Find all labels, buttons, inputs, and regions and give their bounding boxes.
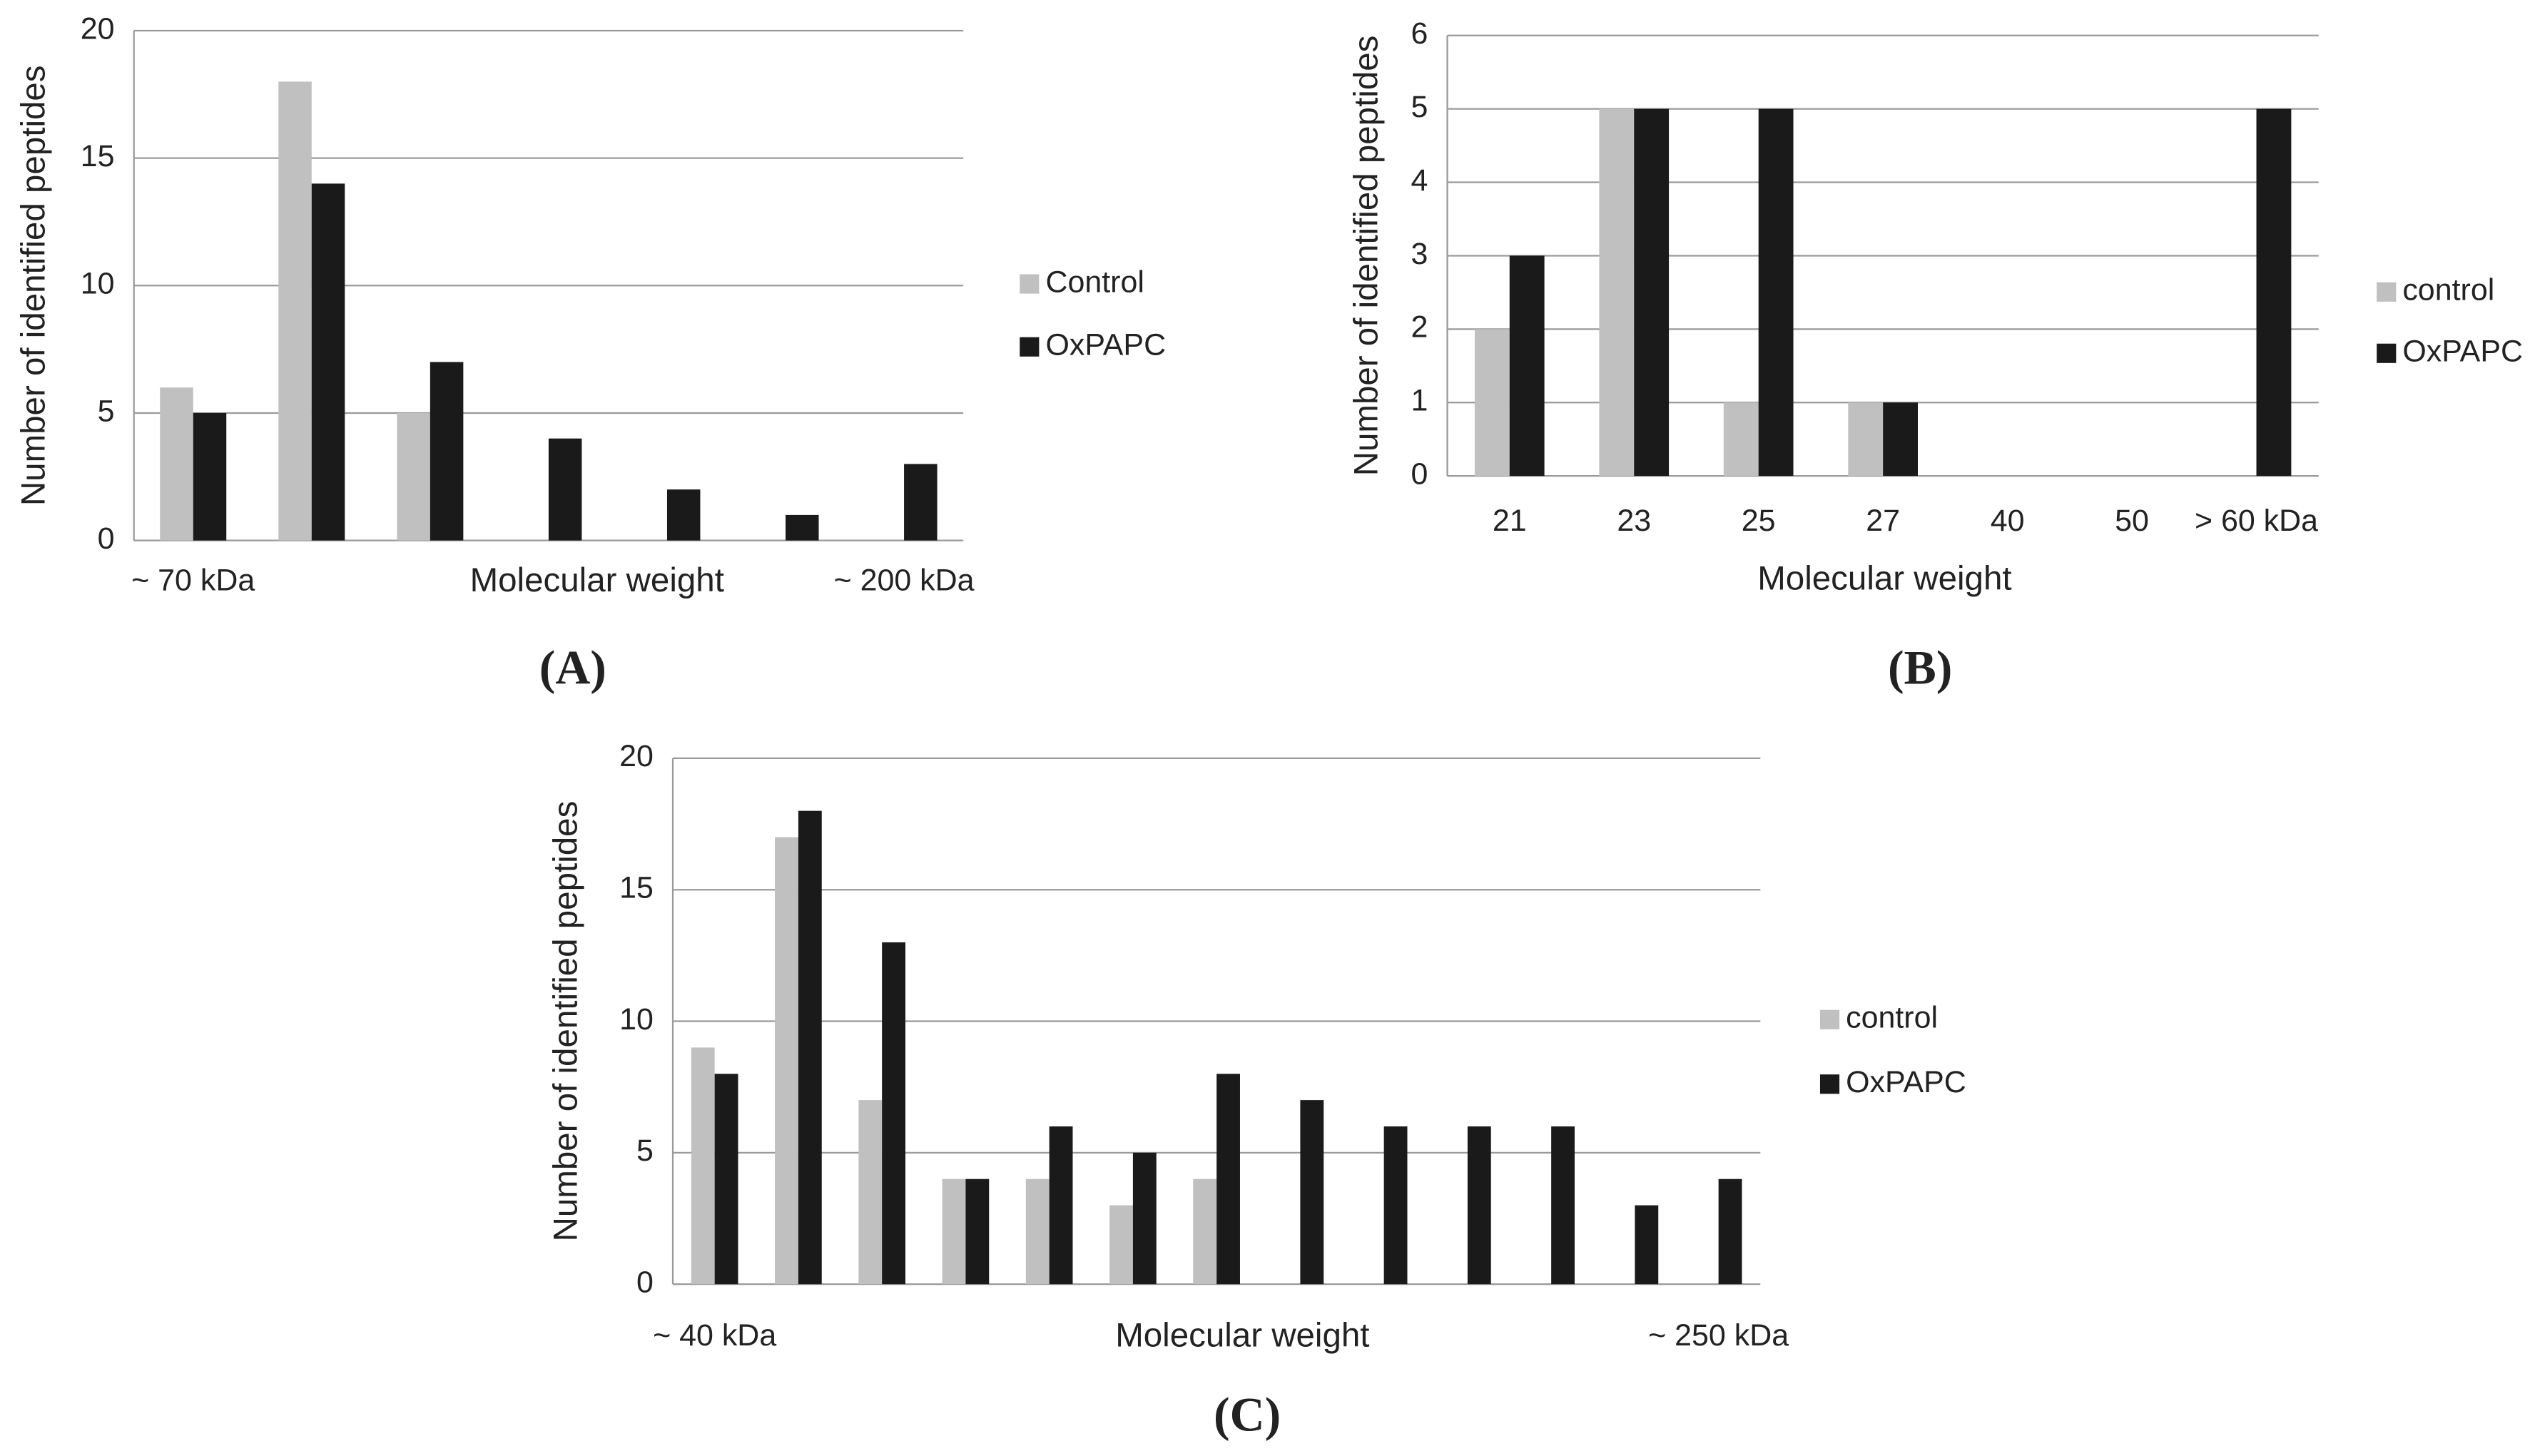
bar [397, 412, 430, 541]
x-axis-title: Molecular weight [1115, 1316, 1369, 1354]
legend-label: control [2402, 273, 2494, 307]
legend-swatch [1819, 1074, 1840, 1094]
bar [882, 942, 905, 1285]
x-tick-label: ~ 40 kDa [653, 1318, 776, 1353]
y-tick-label: 10 [81, 267, 115, 301]
bar [666, 489, 701, 541]
bar [430, 362, 464, 541]
y-tick-label: 20 [81, 11, 115, 46]
bar [1758, 108, 1794, 477]
y-tick-label: 15 [81, 139, 115, 173]
y-axis-title: Number of identified peptides [14, 65, 52, 506]
bar [1300, 1100, 1324, 1285]
bar [1883, 402, 1918, 477]
panel-label: (A) [539, 641, 606, 695]
bar [1723, 402, 1759, 477]
x-tick-label: 25 [1742, 504, 1776, 538]
bar [548, 438, 582, 541]
y-tick-label: 5 [98, 394, 115, 428]
bar [278, 81, 312, 541]
y-tick-label: 0 [1411, 457, 1428, 491]
y-tick-label: 20 [619, 739, 654, 773]
bar [1049, 1126, 1073, 1285]
bar [904, 464, 938, 541]
bar [691, 1047, 715, 1285]
x-tick-label: 23 [1617, 504, 1651, 538]
bar [2256, 108, 2292, 477]
bar [1216, 1074, 1240, 1285]
bar [1383, 1126, 1408, 1285]
bar [1109, 1205, 1133, 1285]
y-tick-label: 3 [1411, 237, 1428, 271]
legend-label: OxPAPC [2402, 335, 2523, 369]
y-tick-label: 1 [1411, 384, 1428, 418]
bar [858, 1100, 883, 1285]
bar [1551, 1126, 1575, 1285]
x-tick-label: ~ 200 kDa [834, 564, 975, 598]
x-tick-label: 50 [2115, 504, 2149, 538]
y-tick-label: 2 [1411, 310, 1428, 345]
x-axis-title: Molecular weight [470, 561, 724, 599]
bar [942, 1178, 966, 1285]
x-tick-label: 21 [1493, 504, 1527, 538]
y-tick-label: 15 [619, 871, 654, 905]
bar [714, 1074, 738, 1285]
legend-label: OxPAPC [1045, 328, 1166, 362]
bar [1025, 1178, 1050, 1285]
bar [1634, 108, 1670, 477]
x-tick-label: ~ 250 kDa [1648, 1318, 1789, 1353]
bar [1848, 402, 1884, 477]
y-axis-title: Number of identified peptides [1347, 36, 1385, 477]
x-tick-label: 40 [1991, 504, 2025, 538]
bar [160, 387, 193, 541]
y-axis-title: Number of identified peptides [547, 801, 585, 1242]
x-axis-title: Molecular weight [1757, 560, 2011, 598]
legend-swatch [1020, 274, 1040, 294]
bar [1132, 1152, 1157, 1285]
y-tick-label: 0 [98, 521, 115, 556]
bar [1474, 329, 1510, 477]
bar [1193, 1178, 1217, 1285]
bar [798, 810, 822, 1285]
bar [1509, 255, 1545, 477]
y-tick-label: 0 [636, 1265, 654, 1299]
legend-swatch [1020, 337, 1040, 357]
legend-label: OxPAPC [1846, 1065, 1966, 1099]
bar [311, 183, 345, 541]
y-tick-label: 10 [619, 1002, 654, 1037]
x-tick-label: > 60 kDa [2195, 504, 2318, 538]
legend-swatch [2377, 343, 2397, 363]
x-tick-label: 27 [1866, 504, 1900, 538]
legend-label: Control [1045, 265, 1144, 299]
bar [1599, 108, 1635, 477]
panel-label: (C) [1214, 1388, 1281, 1442]
bar [1718, 1178, 1742, 1285]
legend-label: control [1846, 1001, 1938, 1035]
bar [193, 412, 227, 541]
y-tick-label: 4 [1411, 163, 1428, 198]
legend-swatch [1819, 1009, 1840, 1029]
y-tick-label: 6 [1411, 16, 1428, 51]
y-tick-label: 5 [1411, 90, 1428, 124]
bar [965, 1178, 990, 1285]
bar [1635, 1205, 1659, 1285]
bar [786, 514, 819, 541]
x-tick-label: ~ 70 kDa [131, 564, 255, 598]
bar [1467, 1126, 1491, 1285]
y-tick-label: 5 [636, 1134, 654, 1168]
legend-swatch [2377, 282, 2397, 302]
panel-label: (B) [1888, 641, 1952, 695]
bar [775, 837, 798, 1285]
